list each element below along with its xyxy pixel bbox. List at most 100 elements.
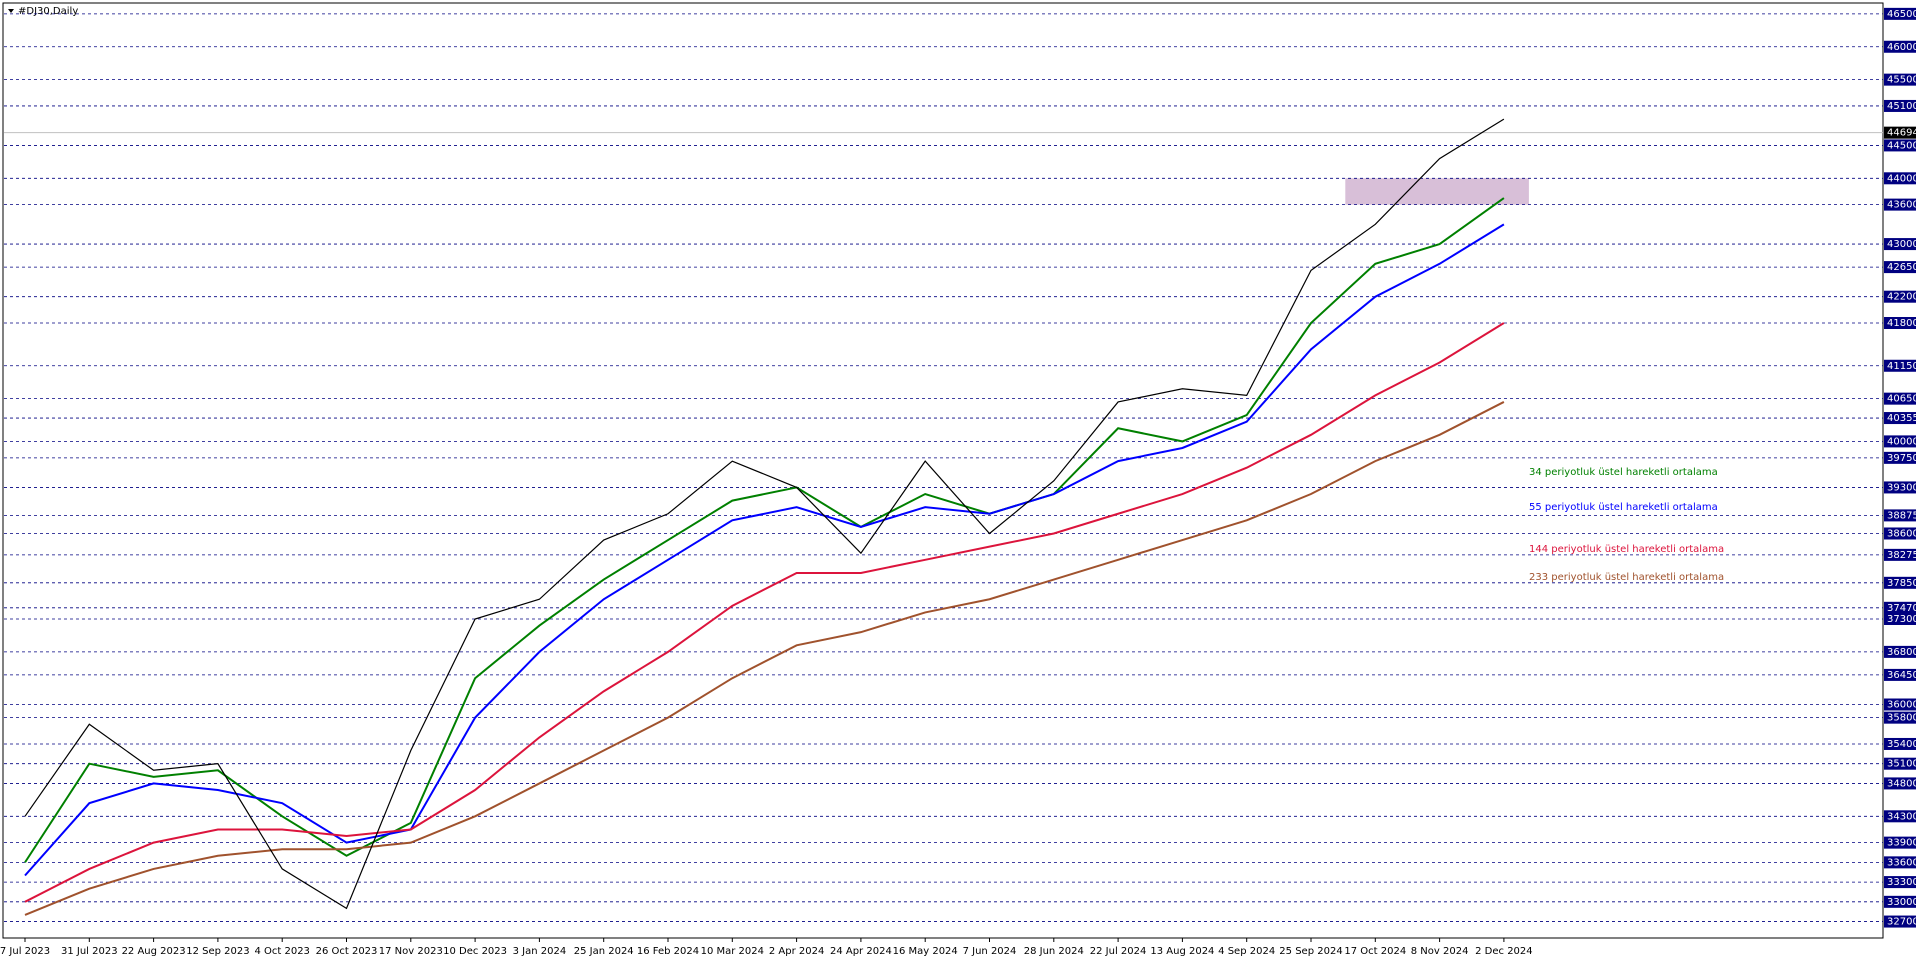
y-tick-box [1884, 576, 1916, 589]
x-tick-label: 3 Jan 2024 [513, 946, 567, 957]
chart-title: #DJ30,Daily [18, 6, 78, 17]
y-tick-box [1884, 412, 1916, 425]
x-tick-label: 4 Oct 2023 [254, 946, 309, 957]
x-tick-label: 22 Aug 2023 [122, 946, 186, 957]
y-tick-box [1884, 172, 1916, 185]
y-tick-box [1884, 601, 1916, 614]
y-tick-box [1884, 711, 1916, 724]
x-tick-label: 2 Dec 2024 [1475, 946, 1533, 957]
y-tick-label: 38600 [1887, 528, 1916, 539]
current-price-label: 44694 [1887, 128, 1916, 139]
ema-line [24, 197, 1505, 863]
legend-entry: 144 periyotluk üstel hareketli ortalama [1529, 544, 1724, 555]
y-tick-label: 40650 [1887, 394, 1916, 405]
x-tick-label: 8 Nov 2024 [1411, 946, 1469, 957]
menu-icon [8, 9, 14, 13]
y-tick-box [1884, 698, 1916, 711]
y-tick-box [1884, 359, 1916, 372]
y-tick-label: 43600 [1887, 200, 1916, 211]
y-tick-label: 37850 [1887, 578, 1916, 589]
y-tick-label: 37470 [1887, 603, 1916, 614]
y-tick-label: 39300 [1887, 482, 1916, 493]
x-tick-label: 16 May 2024 [893, 946, 958, 957]
y-tick-label: 33600 [1887, 857, 1916, 868]
y-tick-label: 41800 [1887, 318, 1916, 329]
y-tick-box [1884, 481, 1916, 494]
x-tick-label: 10 Dec 2023 [443, 946, 507, 957]
ema-line [24, 322, 1505, 903]
y-tick-box [1884, 612, 1916, 625]
y-tick-label: 40000 [1887, 436, 1916, 447]
current-price-box [1884, 126, 1916, 139]
y-tick-label: 34300 [1887, 811, 1916, 822]
x-tick-label: 25 Jan 2024 [574, 946, 634, 957]
x-tick-label: 12 Sep 2023 [186, 946, 249, 957]
legend-entry: 55 periyotluk üstel hareketli ortalama [1529, 502, 1718, 513]
y-tick-box [1884, 451, 1916, 464]
plot-frame [2, 2, 1884, 939]
price-line [24, 118, 1505, 910]
y-tick-label: 35400 [1887, 739, 1916, 750]
y-tick-box [1884, 527, 1916, 540]
y-tick-box [1884, 737, 1916, 750]
y-tick-label: 35800 [1887, 713, 1916, 724]
x-tick-label: 17 Oct 2024 [1344, 946, 1406, 957]
y-tick-label: 33300 [1887, 877, 1916, 888]
y-tick-box [1884, 435, 1916, 448]
y-tick-label: 37300 [1887, 614, 1916, 625]
y-tick-box [1884, 668, 1916, 681]
x-tick-label: 7 Jun 2024 [963, 946, 1017, 957]
y-tick-box [1884, 548, 1916, 561]
y-tick-label: 33900 [1887, 838, 1916, 849]
y-tick-box [1884, 238, 1916, 251]
y-tick-box [1884, 317, 1916, 330]
x-tick-label: 28 Jun 2024 [1024, 946, 1084, 957]
y-tick-box [1884, 856, 1916, 869]
y-tick-label: 34800 [1887, 778, 1916, 789]
y-tick-box [1884, 290, 1916, 303]
y-tick-label: 33000 [1887, 897, 1916, 908]
y-tick-box [1884, 757, 1916, 770]
y-tick-label: 38275 [1887, 550, 1916, 561]
y-tick-box [1884, 139, 1916, 152]
x-tick-label: 2 Apr 2024 [769, 946, 824, 957]
y-tick-box [1884, 915, 1916, 928]
y-tick-box [1884, 73, 1916, 86]
legend-entry: 34 periyotluk üstel hareketli ortalama [1529, 467, 1718, 478]
y-tick-label: 45100 [1887, 101, 1916, 112]
x-tick-label: 31 Jul 2023 [61, 946, 118, 957]
y-tick-box [1884, 876, 1916, 889]
x-tick-label: 4 Sep 2024 [1218, 946, 1275, 957]
y-tick-box [1884, 99, 1916, 112]
y-tick-label: 46000 [1887, 42, 1916, 53]
y-tick-label: 44500 [1887, 140, 1916, 151]
y-tick-box [1884, 261, 1916, 274]
y-tick-label: 44000 [1887, 173, 1916, 184]
y-tick-box [1884, 777, 1916, 790]
y-tick-box [1884, 836, 1916, 849]
y-tick-label: 38875 [1887, 510, 1916, 521]
x-tick-label: 16 Feb 2024 [637, 946, 699, 957]
y-tick-box [1884, 895, 1916, 908]
y-tick-label: 42650 [1887, 262, 1916, 273]
y-tick-label: 35100 [1887, 759, 1916, 770]
y-tick-box [1884, 645, 1916, 658]
y-tick-label: 45500 [1887, 75, 1916, 86]
x-tick-label: 26 Oct 2023 [316, 946, 378, 957]
y-tick-label: 40355 [1887, 413, 1916, 424]
y-tick-label: 36800 [1887, 647, 1916, 658]
y-tick-box [1884, 40, 1916, 53]
y-tick-label: 43000 [1887, 239, 1916, 250]
ema-line [24, 223, 1505, 877]
x-tick-label: 25 Sep 2024 [1279, 946, 1342, 957]
y-tick-box [1884, 392, 1916, 405]
x-tick-label: 24 Apr 2024 [830, 946, 892, 957]
x-tick-label: 7 Jul 2023 [0, 946, 50, 957]
highlight-zone [1345, 178, 1529, 205]
y-tick-box [1884, 810, 1916, 823]
y-tick-box [1884, 198, 1916, 211]
y-tick-label: 36000 [1887, 700, 1916, 711]
y-tick-label: 42200 [1887, 292, 1916, 303]
x-tick-label: 17 Nov 2023 [379, 946, 443, 957]
